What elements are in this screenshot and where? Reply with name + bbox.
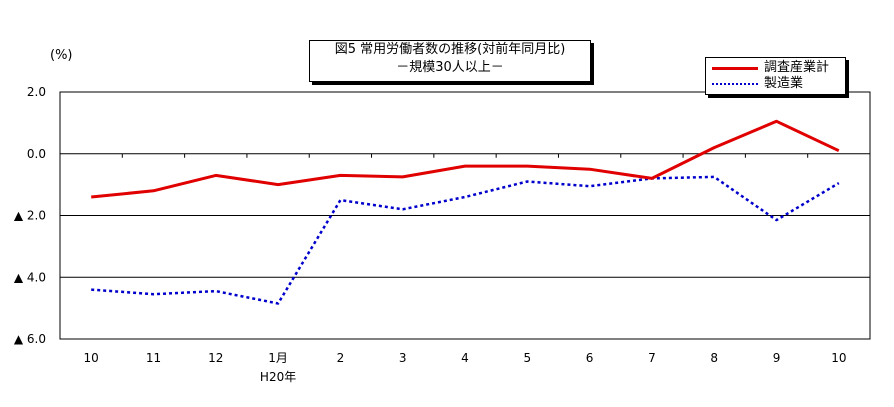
- x-tick-sublabel-3: H20年: [260, 370, 296, 384]
- x-tick-label-10: 8: [710, 351, 718, 365]
- y-tick-label-0: 2.0: [27, 85, 46, 99]
- x-tick-label-6: 4: [461, 351, 469, 365]
- x-tick-label-11: 9: [773, 351, 781, 365]
- plot-area-frame: [59, 91, 871, 340]
- x-tick-label-7: 5: [523, 351, 531, 365]
- legend-label-total: 調査産業計: [764, 60, 830, 75]
- y-tick-label-2: ▲ 2.0: [14, 209, 46, 223]
- x-tick-label-8: 6: [586, 351, 594, 365]
- x-tick-label-0: 10: [84, 351, 99, 365]
- legend-label-manufacturing: 製造業: [764, 76, 804, 91]
- x-tick-label-4: 2: [337, 351, 345, 365]
- chart-title-line-2: －規模30人以上－: [396, 60, 504, 75]
- y-tick-label-3: ▲ 4.0: [14, 270, 46, 284]
- x-tick-label-2: 12: [208, 351, 223, 365]
- x-tick-label-9: 7: [648, 351, 656, 365]
- series-line-1: [91, 175, 840, 305]
- y-unit-label: (%): [50, 48, 73, 63]
- legend-swatch-manufacturing: [712, 83, 758, 85]
- x-tick-label-12: 10: [831, 351, 846, 365]
- chart-title: 図5 常用労働者数の推移(対前年同月比) －規模30人以上－: [309, 40, 591, 82]
- legend: 調査産業計 製造業: [705, 57, 846, 95]
- x-tick-label-3: 1月: [268, 351, 288, 365]
- x-tick-label-5: 3: [399, 351, 407, 365]
- y-tick-label-1: 0.0: [27, 147, 46, 161]
- legend-swatch-total: [712, 67, 758, 70]
- y-tick-label-4: ▲ 6.0: [14, 332, 46, 346]
- x-tick-label-1: 11: [146, 351, 161, 365]
- chart-title-line-1: 図5 常用労働者数の推移(対前年同月比): [334, 42, 566, 57]
